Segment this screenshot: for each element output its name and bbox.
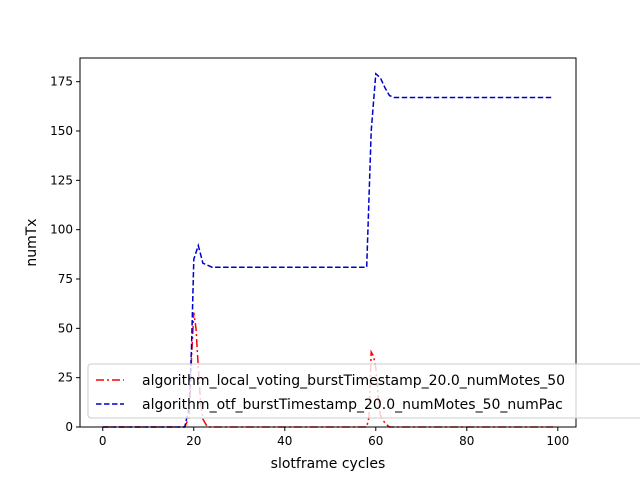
y-tick-label: 25 [58,371,73,385]
y-tick-label: 50 [58,321,73,335]
y-tick-label: 100 [50,223,73,237]
y-axis-label: numTx [24,218,40,266]
x-tick-label: 100 [546,434,569,448]
y-tick-label: 0 [65,420,73,434]
y-tick-label: 150 [50,124,73,138]
legend-box [87,363,640,419]
series-layer [102,72,554,428]
x-tick-label: 0 [99,434,107,448]
series-line-otf [102,72,554,428]
x-axis-ticks: 0 20 40 60 80 100 [99,427,569,448]
series-line-local-voting [102,312,554,428]
legend: algorithm_local_voting_burstTimestamp_20… [87,363,640,419]
legend-label-otf: algorithm_otf_burstTimestamp_20.0_numMot… [142,397,563,413]
y-tick-label: 75 [58,272,73,286]
x-tick-label: 80 [459,434,474,448]
x-tick-label: 40 [277,434,292,448]
y-tick-label: 125 [50,173,73,187]
y-axis-ticks: 0 25 50 75 100 125 150 175 [50,75,80,434]
x-tick-label: 60 [368,434,383,448]
legend-label-local-voting: algorithm_local_voting_burstTimestamp_20… [142,373,565,389]
x-tick-label: 20 [186,434,201,448]
x-axis-label: slotframe cycles [271,456,386,472]
plot-area-frame [79,57,577,428]
y-tick-label: 175 [50,75,73,89]
